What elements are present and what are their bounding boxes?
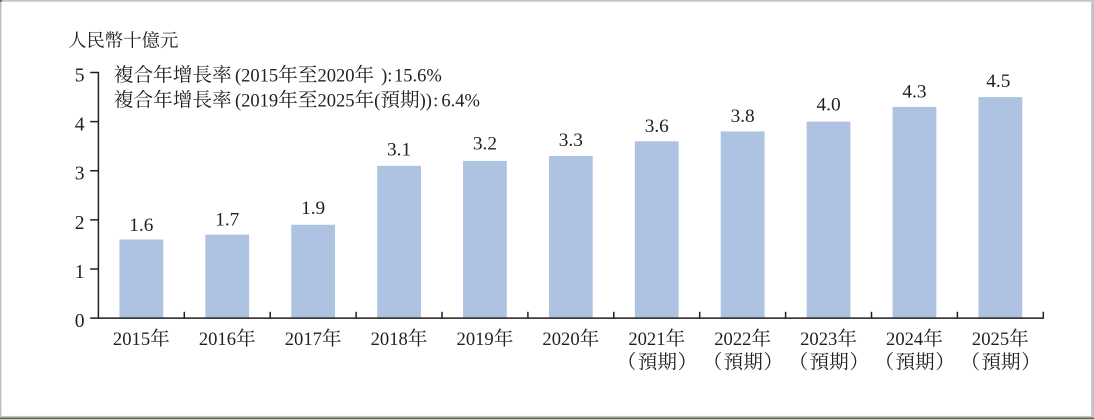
svg-text:1: 1 (75, 262, 85, 283)
svg-text:2017: 2017 (285, 329, 322, 350)
svg-text:6.4%: 6.4% (441, 92, 480, 112)
svg-text:(2015: (2015 (235, 67, 278, 87)
svg-text:2024: 2024 (886, 329, 923, 350)
svg-text:0: 0 (75, 311, 85, 332)
svg-text:4.3: 4.3 (902, 81, 926, 102)
svg-text:3.6: 3.6 (645, 116, 669, 137)
svg-text:(: ( (374, 92, 380, 112)
svg-text:2025: 2025 (317, 92, 354, 112)
svg-text:)): )) (420, 92, 432, 112)
svg-text:2023: 2023 (800, 329, 837, 350)
svg-text:2016: 2016 (199, 329, 236, 350)
svg-text:2025: 2025 (972, 329, 1009, 350)
svg-text:4: 4 (75, 115, 85, 136)
svg-text:5: 5 (75, 66, 85, 87)
svg-text:2018: 2018 (371, 329, 408, 350)
svg-text:2022: 2022 (714, 329, 751, 350)
svg-text:1.9: 1.9 (301, 198, 325, 219)
svg-text:2021: 2021 (628, 329, 665, 350)
svg-text::: : (433, 92, 438, 112)
svg-text:15.6%: 15.6% (394, 67, 442, 87)
svg-text:3.3: 3.3 (559, 130, 583, 151)
svg-text:2019: 2019 (457, 329, 494, 350)
svg-text:4.5: 4.5 (986, 71, 1010, 92)
svg-text:4.0: 4.0 (816, 95, 840, 116)
svg-text:3.8: 3.8 (731, 106, 755, 127)
svg-text:2020: 2020 (542, 329, 579, 350)
svg-text:2: 2 (75, 213, 85, 234)
svg-text:3.2: 3.2 (473, 134, 497, 155)
svg-text:3.1: 3.1 (387, 140, 411, 161)
svg-text:3: 3 (75, 164, 85, 185)
svg-text:):: ): (381, 67, 392, 87)
svg-text:2020: 2020 (317, 67, 354, 87)
svg-text:2015: 2015 (113, 329, 150, 350)
svg-text:1.7: 1.7 (215, 210, 239, 231)
svg-text:1.6: 1.6 (129, 215, 153, 236)
svg-text:(2019: (2019 (235, 92, 278, 112)
